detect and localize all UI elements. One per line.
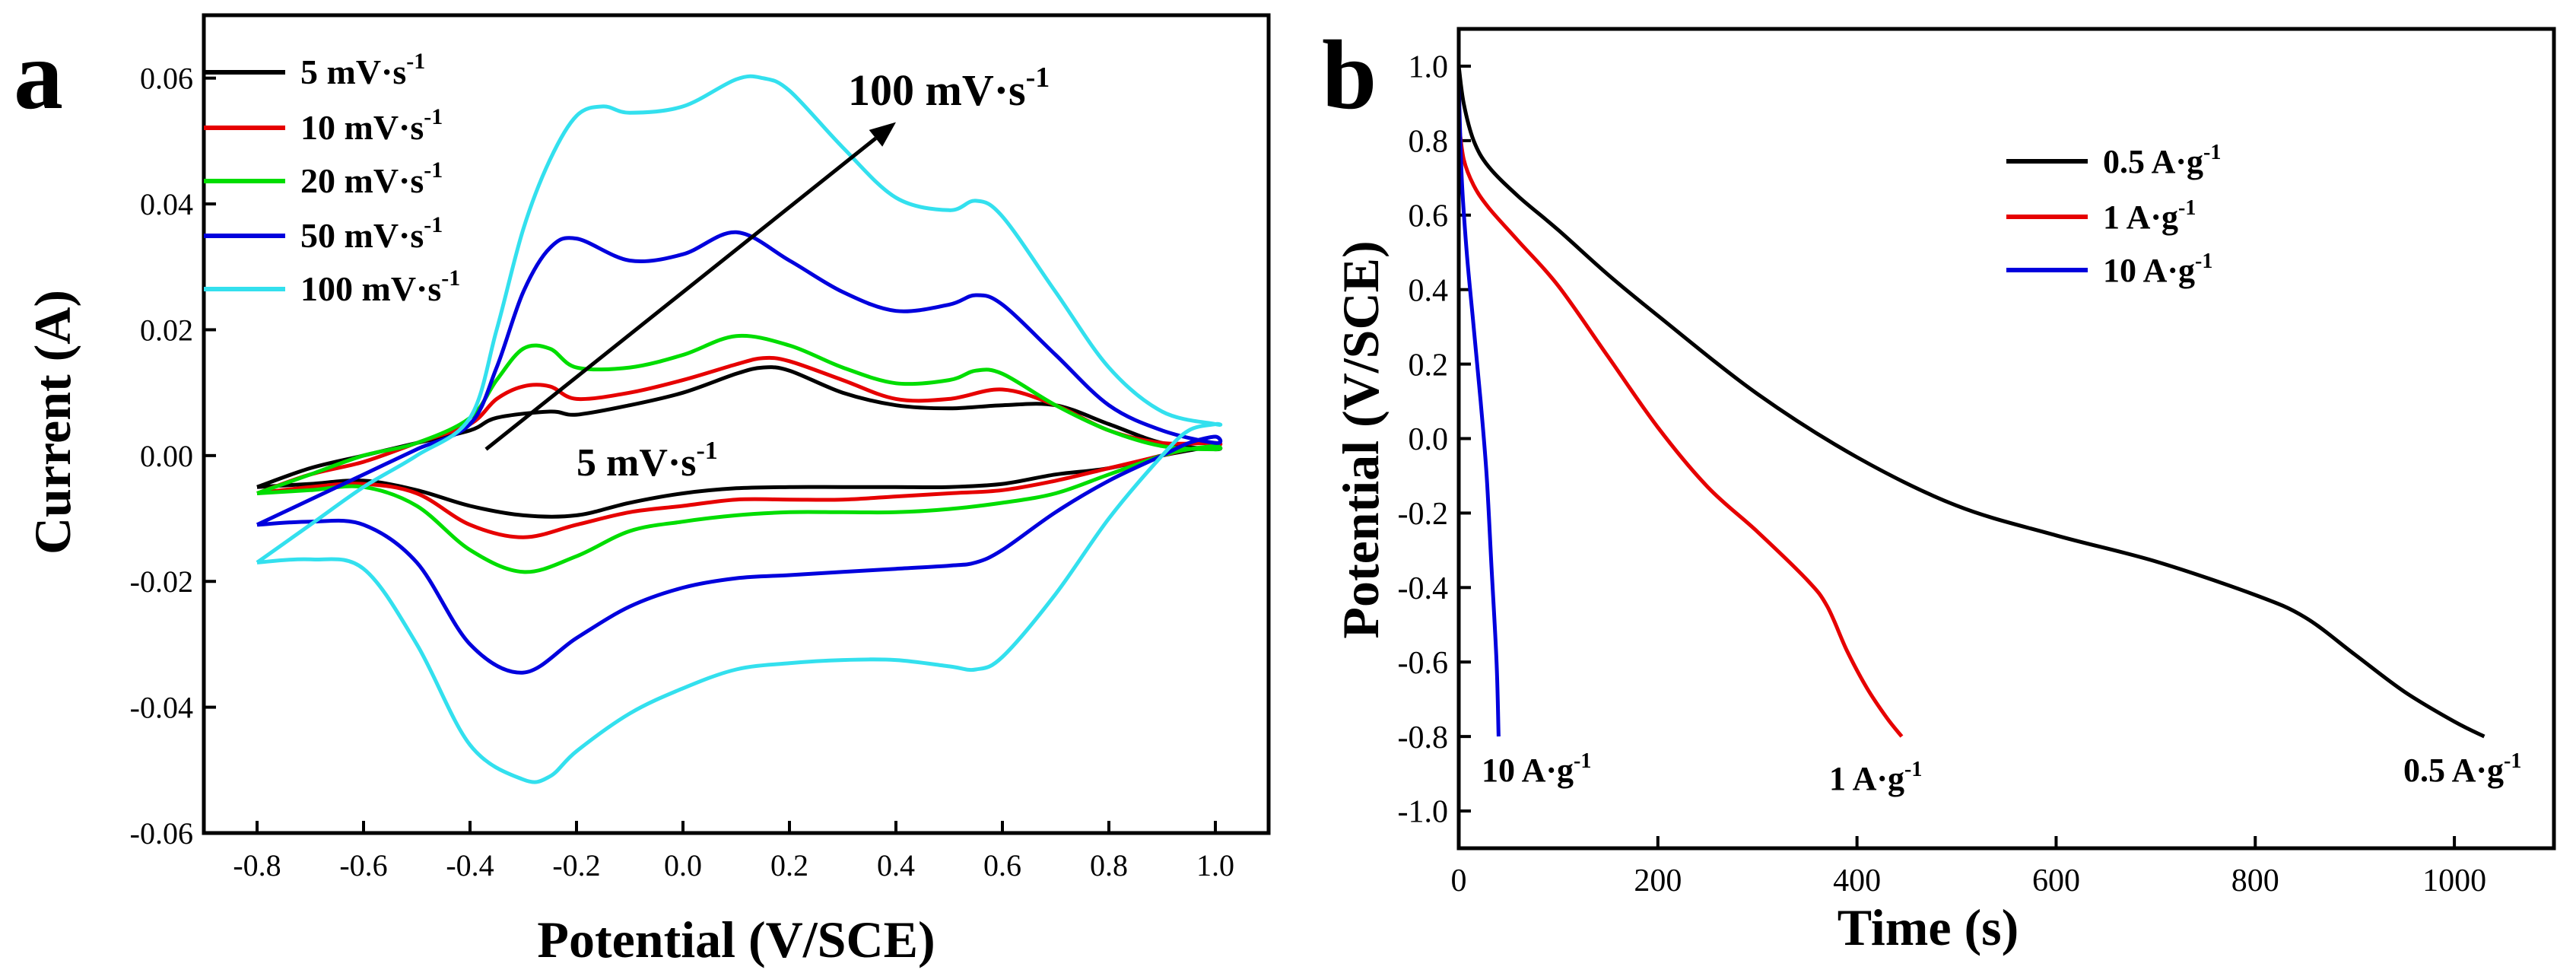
panel-a-x-tick-label: 0.4	[877, 848, 915, 882]
panel-b-legend: 0.5 A·g-1 1 A·g-1 10 A·g-1	[2006, 141, 2221, 289]
annotation-1-ag: 1 A·g-1	[1829, 758, 1922, 797]
svg-text:100 mV·s-1: 100 mV·s-1	[300, 266, 460, 308]
panel-b-y-tick-label: -0.2	[1398, 497, 1449, 532]
panel-a-y-tick-label: -0.02	[130, 564, 193, 599]
panel-a-x-tick-label: 0.2	[770, 848, 808, 882]
svg-text:50 mV·s-1: 50 mV·s-1	[300, 212, 443, 255]
panel-a-x-tick-label: -0.8	[233, 848, 281, 882]
panel-b-y-tick-label: 0.8	[1409, 125, 1449, 160]
panel-a-series-3	[256, 230, 1223, 675]
panel-a-y-tick-label: -0.06	[130, 816, 193, 851]
panel-b-y-tick-label: 0.0	[1409, 422, 1449, 457]
panel-label-a: a	[14, 21, 63, 130]
panel-a-x-tick-label: -0.4	[446, 848, 494, 882]
annotation-100-mvs-text: 100 mV·s	[848, 65, 1026, 115]
legend-item-0-5: 0.5 A·g-1	[2006, 141, 2221, 180]
panel-a-series-2	[256, 333, 1223, 574]
panel-b-ylabel: Potential (V/SCE)	[1332, 240, 1390, 638]
panel-b-y-tick-label: 1.0	[1409, 50, 1449, 85]
panel-b-y-tick-label: 0.2	[1409, 348, 1449, 383]
panel-a-x-tick-label: 1.0	[1196, 848, 1234, 882]
svg-text:10 mV·s-1: 10 mV·s-1	[300, 104, 443, 147]
panel-a-y-tick-label: 0.04	[140, 187, 193, 221]
panel-b-x-tick-label: 400	[1833, 863, 1881, 898]
panel-b-xlabel: Time (s)	[1838, 898, 2019, 956]
panel-b-y-tick-label: -1.0	[1398, 795, 1449, 830]
legend-item-10: 10 mV·s-1	[204, 104, 443, 147]
panel-b-x-tick-label: 800	[2231, 863, 2279, 898]
svg-text:0.5 A·g-1: 0.5 A·g-1	[2103, 141, 2221, 180]
panel-a-y-tick-label: 0.02	[140, 313, 193, 347]
panel-b-series-0	[1456, 65, 2485, 739]
panel-b-x-tick-label: 600	[2032, 863, 2080, 898]
panel-a-x-tick-label: 0.0	[664, 848, 702, 882]
panel-a-legend: 5 mV·s-1 10 mV·s-1 20 mV·s-1 50 mV·s-1 1…	[204, 49, 460, 308]
panel-b-y-tick-label: -0.8	[1398, 720, 1449, 755]
panel-b-series	[1456, 65, 2485, 739]
panel-b-plot-frame	[1456, 27, 2556, 851]
panel-b-y-tick-label: -0.6	[1398, 646, 1449, 681]
annotation-5-mvs-text: 5 mV·s	[577, 441, 696, 485]
panel-b-chart: b 0 200 400 600 800 1000-1.0-0.8-0.6-0.4-0.20…	[1322, 21, 2556, 956]
panel-b-y-tick-label: -0.4	[1398, 571, 1449, 606]
panel-a-x-tick-label: -0.2	[552, 848, 600, 882]
panel-a-y-tick-label: 0.00	[140, 439, 193, 473]
panel-a-plot-frame	[202, 13, 1271, 835]
panel-b-y-tick-label: 0.4	[1409, 273, 1449, 308]
panel-b-ticks: 0 200 400 600 800 1000 -1.0 -0.8 -0.6 -0.4 -0.2 0.0…	[1398, 50, 2487, 898]
svg-text:1 A·g-1: 1 A·g-1	[2103, 196, 2196, 236]
legend-item-1: 1 A·g-1	[2006, 196, 2196, 236]
scan-rate-arrowhead	[869, 122, 896, 147]
panel-b-series-2	[1456, 84, 1501, 737]
panel-b-x-tick-label: 1000	[2422, 863, 2486, 898]
svg-text:5 mV·s-1: 5 mV·s-1	[300, 49, 425, 91]
legend-item-20: 20 mV·s-1	[204, 157, 443, 200]
panel-a-y-tick-label: 0.06	[140, 62, 193, 96]
panel-a-chart: a -0.8 -0.6 -0.4 -0.2 0.0 0.2 0.4 0.6 0.8 1.0 -0.0…	[14, 13, 1271, 968]
panel-a-series-4	[256, 74, 1223, 784]
svg-text:20 mV·s-1: 20 mV·s-1	[300, 157, 443, 200]
panel-a-xlabel: Potential (V/SCE)	[537, 911, 935, 968]
legend-item-100: 100 mV·s-1	[204, 266, 460, 308]
legend-item-5: 5 mV·s-1	[204, 49, 425, 91]
panel-a-series	[256, 74, 1223, 784]
panel-a-x-tick-label: -0.6	[339, 848, 387, 882]
panel-a-x-tick-label: 0.8	[1090, 848, 1128, 882]
scan-rate-arrow	[484, 136, 877, 451]
panel-b-x-tick-label: 200	[1634, 863, 1682, 898]
panel-label-b: b	[1322, 21, 1377, 130]
panel-b-x-tick-label: 0	[1451, 863, 1467, 898]
annotation-5-mvs-sup: -1	[696, 437, 717, 465]
panel-b-series-1	[1456, 122, 1904, 738]
panel-b-y-tick-label: 0.6	[1409, 199, 1449, 234]
panel-a-ticks: -0.8 -0.6 -0.4 -0.2 0.0 0.2 0.4 0.6 0.8 1.0 -0.06 -…	[130, 62, 1234, 882]
legend-item-10-ag: 10 A·g-1	[2006, 250, 2212, 289]
annotation-100-mvs: 100 mV·s-1	[848, 62, 1050, 115]
panel-a-x-tick-label: 0.6	[983, 848, 1021, 882]
annotation-5-mvs: 5 mV·s-1	[577, 437, 718, 485]
svg-text:10 A·g-1: 10 A·g-1	[2103, 250, 2212, 289]
annotation-100-mvs-sup: -1	[1026, 62, 1050, 94]
annotation-10-ag: 10 A·g-1	[1482, 749, 1591, 789]
annotation-0-5-ag: 0.5 A·g-1	[2403, 749, 2521, 789]
panel-a-y-tick-label: -0.04	[130, 691, 193, 725]
legend-item-50: 50 mV·s-1	[204, 212, 443, 255]
panel-a-ylabel: Current (A)	[24, 290, 81, 555]
